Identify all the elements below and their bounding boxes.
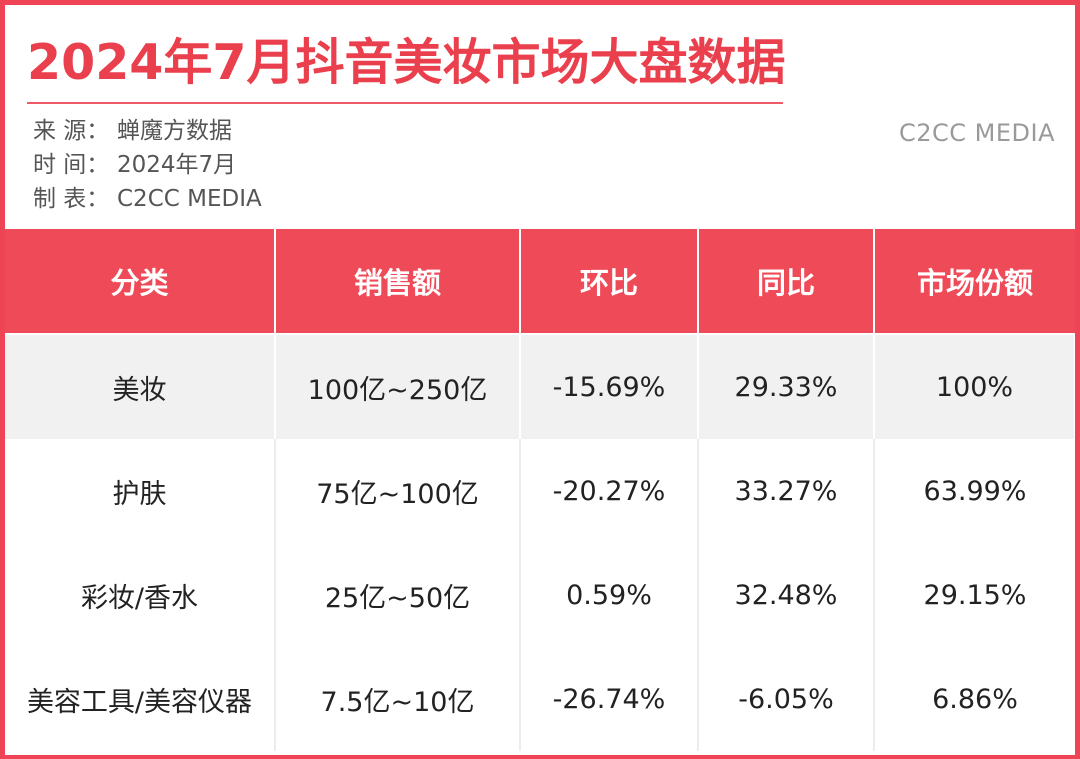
cell-yoy: -6.05% (698, 647, 875, 751)
table-row: 彩妆/香水 25亿~50亿 0.59% 32.48% 29.15% (5, 543, 1075, 647)
table-row: 美容工具/美容仪器 7.5亿~10亿 -26.74% -6.05% 6.86% (5, 647, 1075, 751)
cell-mom: 0.59% (520, 543, 699, 647)
cell-category: 美妆 (5, 334, 276, 439)
cell-share: 100% (874, 334, 1075, 439)
table-header-row: 分类 销售额 环比 同比 市场份额 (5, 229, 1075, 335)
header-category: 分类 (5, 229, 276, 335)
header-sales: 销售额 (275, 229, 521, 335)
meta-maker-value: C2CC MEDIA (117, 186, 262, 212)
cell-yoy: 32.48% (698, 543, 875, 647)
meta-time: 时 间： 2024年7月 (33, 150, 236, 180)
meta-maker-label: 制 表： (33, 186, 110, 212)
cell-yoy: 33.27% (698, 439, 875, 543)
cell-sales: 25亿~50亿 (275, 543, 521, 647)
meta-time-label: 时 间： (33, 152, 110, 178)
cell-category: 彩妆/香水 (5, 543, 276, 647)
cell-category: 美容工具/美容仪器 (5, 647, 276, 751)
cell-mom: -20.27% (520, 439, 699, 543)
table-row: 美妆 100亿~250亿 -15.69% 29.33% 100% (5, 334, 1075, 439)
meta-source: 来 源： 蝉魔方数据 (33, 116, 232, 146)
cell-sales: 75亿~100亿 (275, 439, 521, 543)
header-mom: 环比 (520, 229, 699, 335)
cell-sales: 100亿~250亿 (275, 334, 521, 439)
meta-source-label: 来 源： (33, 118, 110, 144)
header-yoy: 同比 (698, 229, 875, 335)
cell-mom: -15.69% (520, 334, 699, 439)
cell-share: 63.99% (923, 475, 1027, 507)
cell-sales: 7.5亿~10亿 (275, 647, 521, 751)
cell-share: 6.86% (932, 683, 1018, 715)
title-underline (27, 102, 783, 104)
watermark-text: C2CC MEDIA (898, 119, 1055, 147)
cell-mom: -26.74% (520, 647, 699, 751)
page-title: 2024年7月抖音美妆市场大盘数据 (27, 34, 786, 91)
header-share: 市场份额 (874, 229, 1075, 335)
meta-maker: 制 表： C2CC MEDIA (33, 184, 262, 214)
data-table: 分类 销售额 环比 同比 市场份额 美妆 100亿~250亿 -15.69% 2… (5, 229, 1075, 751)
table-row: 护肤 75亿~100亿 -20.27% 33.27% 63.99% (5, 439, 1075, 543)
meta-source-value: 蝉魔方数据 (117, 118, 232, 144)
meta-time-value: 2024年7月 (117, 152, 237, 178)
cell-share: 29.15% (923, 579, 1027, 611)
cell-category: 护肤 (5, 439, 276, 543)
cell-yoy: 29.33% (698, 334, 875, 439)
